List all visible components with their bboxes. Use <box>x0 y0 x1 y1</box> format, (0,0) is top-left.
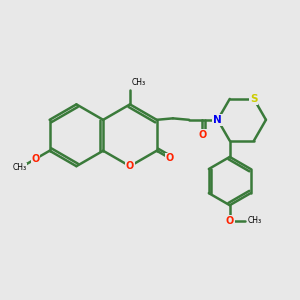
Text: CH₃: CH₃ <box>248 216 262 225</box>
Text: O: O <box>32 154 40 164</box>
Text: N: N <box>213 115 222 125</box>
Text: CH₃: CH₃ <box>131 78 146 87</box>
Text: O: O <box>166 153 174 164</box>
Text: S: S <box>250 94 258 104</box>
Text: O: O <box>126 161 134 171</box>
Text: O: O <box>198 130 206 140</box>
Text: N: N <box>213 115 222 125</box>
Text: O: O <box>226 215 234 226</box>
Text: CH₃: CH₃ <box>13 164 27 172</box>
